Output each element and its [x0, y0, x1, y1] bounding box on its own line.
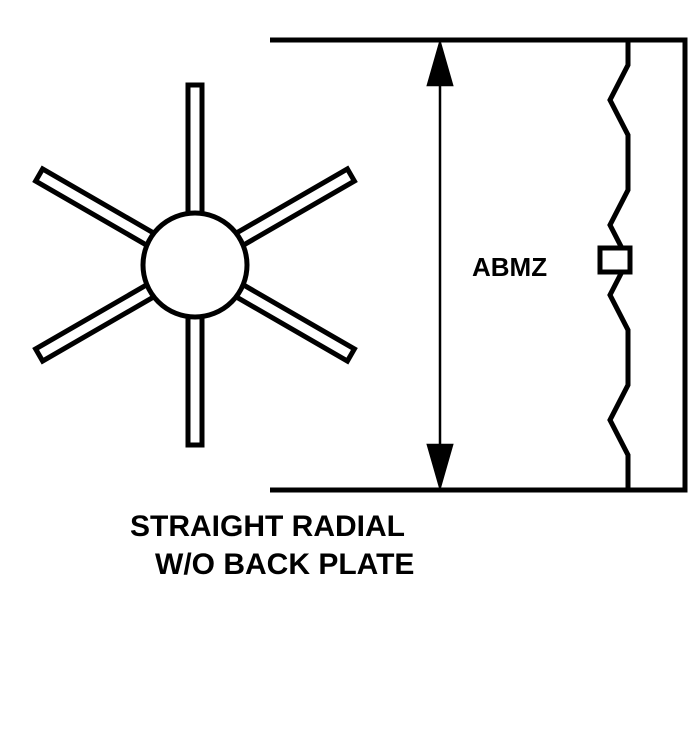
title-line-2: W/O BACK PLATE	[155, 548, 414, 582]
side-view	[600, 40, 685, 490]
title-line-1: STRAIGHT RADIAL	[130, 510, 405, 544]
front-view	[36, 85, 355, 445]
dimension-label: ABMZ	[472, 252, 547, 283]
diagram-canvas: ABMZ STRAIGHT RADIAL W/O BACK PLATE	[0, 0, 697, 729]
dimension-arrow	[428, 43, 452, 487]
diagram-svg	[0, 0, 697, 729]
